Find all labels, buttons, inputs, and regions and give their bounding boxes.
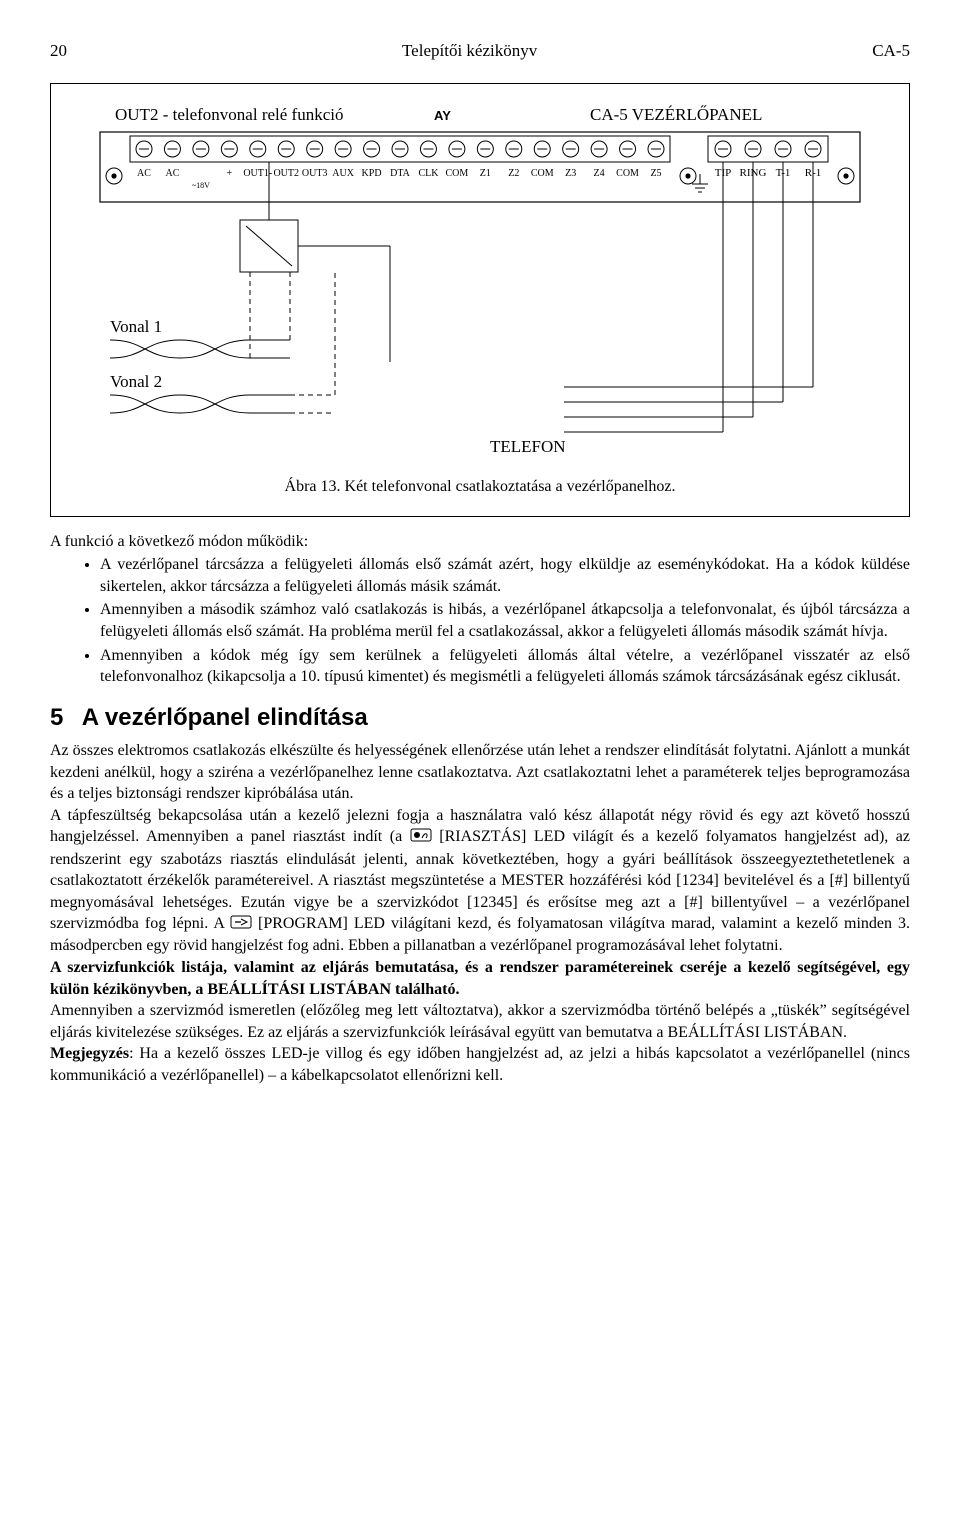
intro-text: A funkció a következő módon működik: [50,531,910,553]
board-labels: AC AC ~18V + OUT1-OUT2OUT3 AUX KPD DTA CLK COM Z1 Z… [137,168,662,190]
svg-text:AUX: AUX [332,168,354,179]
doc-title: Telepítői kézikönyv [402,40,537,63]
svg-text:OUT1-: OUT1- [243,168,272,179]
svg-text:AC: AC [137,168,151,179]
wiring-svg: OUT2 - telefonvonal relé funkció CA-5 VE… [90,102,870,472]
svg-text:~18V: ~18V [192,181,210,190]
svg-text:Z3: Z3 [565,168,576,179]
terminal-screws-right [715,141,821,157]
section-heading: 5 A vezérlőpanel elindítása [50,702,910,734]
body-p1: Az összes elektromos csatlakozás elkészü… [50,740,910,805]
list-item: Amennyiben a kódok még így sem kerülnek … [100,645,910,688]
note-label: Megjegyzés [50,1045,129,1062]
svg-text:Z4: Z4 [594,168,605,179]
list-item: Amennyiben a második számhoz való csatla… [100,599,910,642]
body-p3: Amennyiben a szervizmód ismeretlen (előz… [50,1000,910,1043]
svg-text:COM: COM [531,168,554,179]
vonal1-label: Vonal 1 [110,317,162,336]
program-led-icon [230,914,252,936]
model-code: CA-5 [872,40,910,63]
out2-label: OUT2 - telefonvonal relé funkció [115,105,343,124]
svg-text:DTA: DTA [390,168,411,179]
vonal2-label: Vonal 2 [110,372,162,391]
ground-icon [692,174,708,192]
note-body: : Ha a kezelő összes LED-je villog és eg… [50,1045,910,1084]
panel-label: CA-5 VEZÉRLŐPANEL [590,105,762,124]
terminal-screws-left [136,141,664,157]
page-header: 20 Telepítői kézikönyv CA-5 [50,40,910,63]
svg-text:+: + [227,168,233,179]
svg-text:CLK: CLK [418,168,439,179]
body-p2: A tápfeszültség bekapcsolása után a keze… [50,805,910,957]
section-number: 5 [50,702,76,734]
bullet-list: A vezérlőpanel tárcsázza a felügyeleti á… [50,554,910,688]
section-title: A vezérlőpanel elindítása [82,704,368,731]
svg-text:OUT3: OUT3 [302,168,328,179]
brand: AY [434,108,451,123]
page-number: 20 [50,40,67,63]
note-paragraph: Megjegyzés: Ha a kezelő összes LED-je vi… [50,1043,910,1086]
svg-text:COM: COM [445,168,468,179]
svg-text:Z2: Z2 [508,168,519,179]
alarm-led-icon [410,827,432,849]
svg-text:KPD: KPD [362,168,382,179]
body-bold: A szervizfunkciók listája, valamint az e… [50,957,910,1000]
svg-text:Z1: Z1 [480,168,491,179]
svg-text:OUT2: OUT2 [273,168,299,179]
list-item: A vezérlőpanel tárcsázza a felügyeleti á… [100,554,910,597]
telefon-label: TELEFON [490,437,566,456]
wiring-diagram: OUT2 - telefonvonal relé funkció CA-5 VE… [50,83,910,517]
figure-caption: Ábra 13. Két telefonvonal csatlakoztatás… [81,476,879,498]
svg-text:Z5: Z5 [650,168,661,179]
svg-text:COM: COM [616,168,639,179]
svg-text:AC: AC [165,168,179,179]
board-right-labels: TIPRINGT-1R-1 [715,167,822,179]
